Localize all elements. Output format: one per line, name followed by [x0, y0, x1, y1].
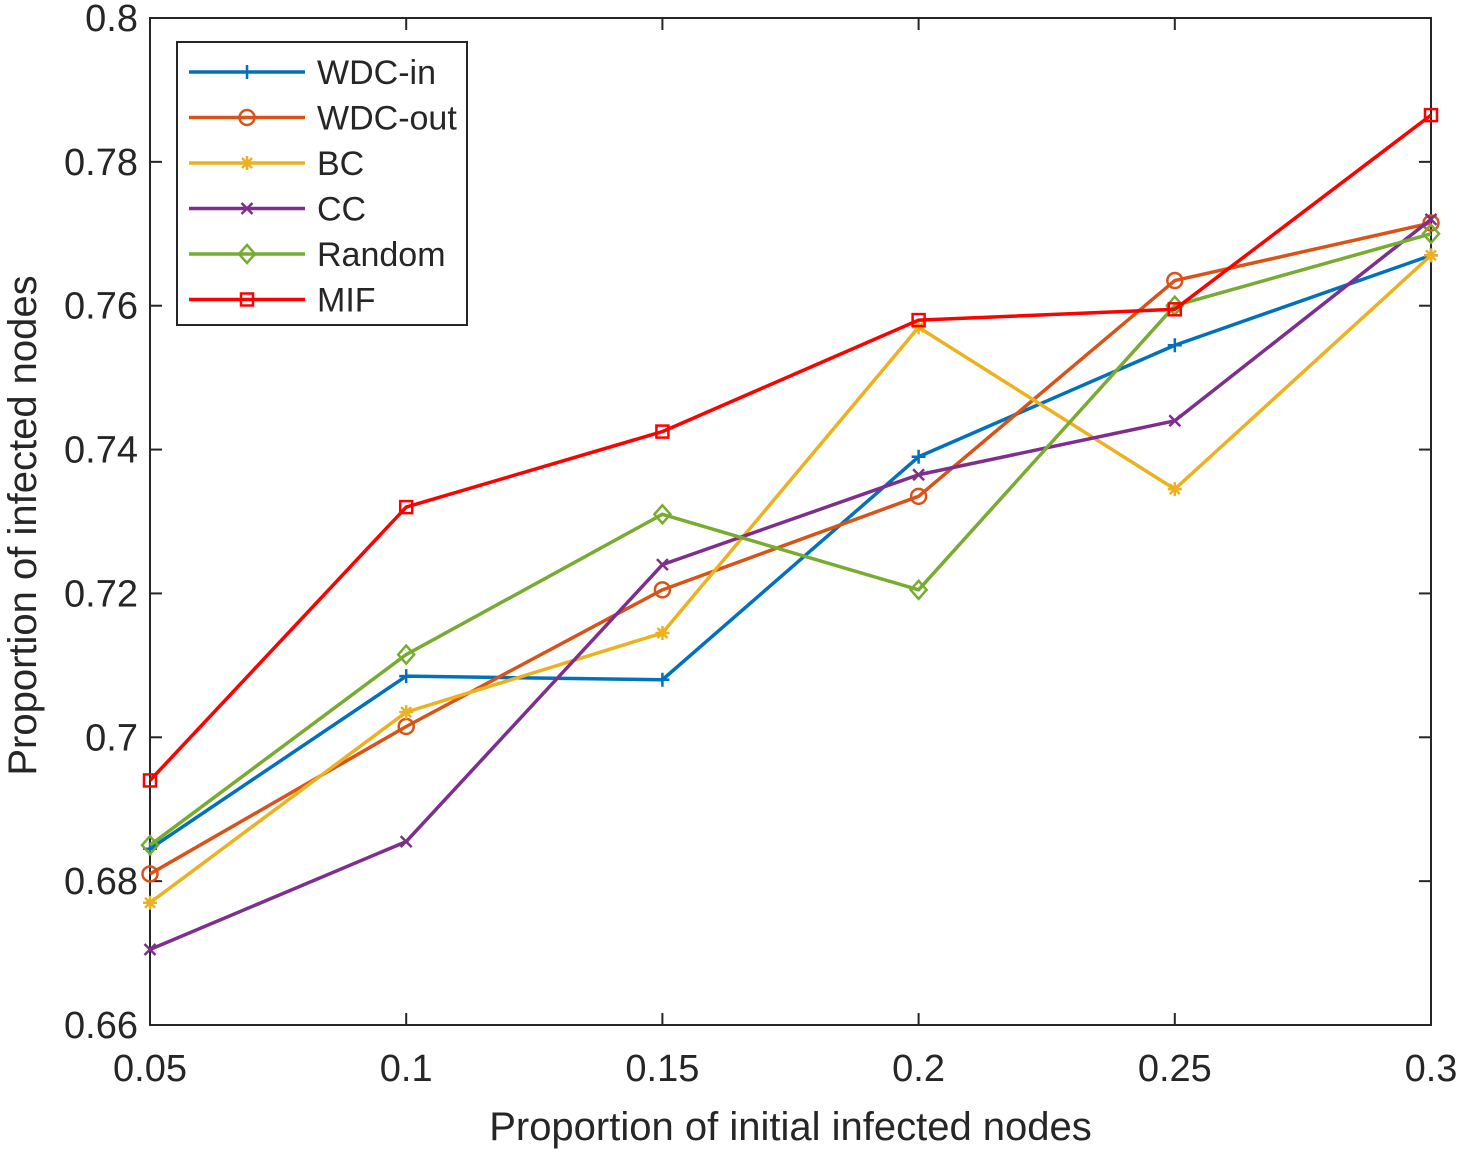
x-tick-label: 0.1 [380, 1048, 433, 1090]
series-mif [142, 107, 1439, 788]
data-point [1168, 414, 1182, 428]
series-line [149, 218, 1433, 952]
legend-item: Random [189, 236, 446, 274]
data-point [143, 943, 157, 956]
y-axis-ticks: 0.66 0.68 0.7 0.72 0.74 0.76 0.78 0.8 [64, 0, 1431, 1047]
data-point [655, 424, 670, 439]
data-point [142, 773, 158, 788]
series-wdc-in [143, 248, 1438, 856]
legend-label: BC [317, 145, 364, 183]
legend-marker [237, 243, 257, 265]
x-tick-label: 0.25 [1138, 1048, 1212, 1090]
x-axis-ticks: 0.05 0.1 0.15 0.2 0.25 0.3 [113, 18, 1457, 1090]
data-point [1421, 222, 1441, 245]
data-point [1167, 338, 1182, 353]
series-line [148, 232, 1432, 847]
legend-label: MIF [317, 282, 376, 320]
legend-marker [238, 108, 256, 127]
data-point [911, 449, 926, 464]
series-line [149, 221, 1432, 876]
legend-label: WDC-in [317, 54, 436, 92]
legend-item: WDC-out [189, 100, 457, 138]
data-point [912, 468, 925, 482]
data-point [398, 499, 414, 515]
data-point [653, 581, 672, 599]
legend-marker [240, 156, 254, 170]
y-tick-label: 0.74 [64, 430, 138, 472]
data-point [652, 503, 673, 526]
x-tick-label: 0.3 [1405, 1048, 1458, 1090]
y-tick-label: 0.68 [64, 861, 138, 903]
series-line [148, 254, 1433, 905]
legend: WDC-in WDC-out BC CC Random MIF [176, 41, 468, 326]
x-tick-label: 0.15 [625, 1048, 699, 1090]
data-point [911, 312, 926, 328]
legend-marker [240, 65, 254, 79]
series-line [148, 113, 1433, 782]
legend-item: CC [189, 191, 366, 229]
legend-label: CC [317, 191, 366, 229]
legend-box [176, 41, 468, 326]
data-point [1424, 213, 1438, 226]
data-point [1167, 482, 1182, 497]
data-point [143, 895, 157, 910]
series-layer [140, 107, 1441, 956]
series-bc [143, 248, 1438, 910]
data-point [1167, 302, 1183, 317]
legend-marker [239, 292, 255, 307]
data-point [655, 672, 670, 687]
series-wdc-out [141, 214, 1440, 883]
data-point [1424, 248, 1438, 263]
y-tick-label: 0.76 [64, 286, 138, 328]
data-point [1422, 214, 1440, 232]
data-point [396, 643, 416, 666]
x-tick-label: 0.2 [892, 1048, 945, 1090]
data-point [399, 705, 414, 720]
data-point [399, 669, 414, 684]
data-point [908, 578, 929, 601]
y-tick-label: 0.7 [85, 717, 138, 759]
y-axis-title: Proportion of infected nodes [1, 275, 45, 775]
data-point [141, 865, 159, 883]
legend-label: WDC-out [317, 100, 457, 138]
legend-item: BC [189, 145, 364, 183]
series-line [149, 253, 1432, 851]
data-point [656, 558, 669, 572]
y-tick-label: 0.8 [85, 0, 138, 40]
data-point [140, 834, 160, 857]
y-tick-label: 0.72 [64, 573, 138, 615]
legend-item: MIF [189, 282, 376, 320]
data-point [909, 487, 928, 506]
data-point [399, 835, 413, 848]
x-axis-title: Proportion of initial infected nodes [489, 1105, 1092, 1149]
x-tick-label: 0.05 [113, 1048, 187, 1090]
series-cc [143, 213, 1438, 956]
legend-label: Random [317, 236, 446, 274]
y-tick-label: 0.66 [64, 1005, 138, 1047]
data-point [655, 625, 670, 640]
data-point [1166, 271, 1184, 290]
legend-marker [240, 202, 254, 215]
data-point [1423, 107, 1439, 123]
y-tick-label: 0.78 [64, 142, 138, 184]
legend-item: WDC-in [189, 54, 436, 92]
